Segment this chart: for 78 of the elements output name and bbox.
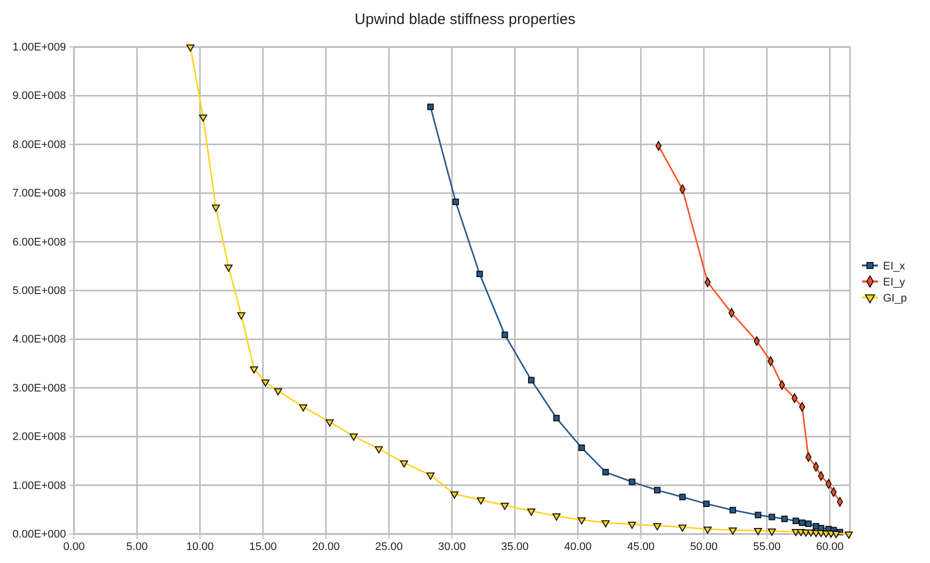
point [452, 198, 459, 206]
y-tick-label: 1.00E+009 [12, 42, 66, 54]
point [602, 520, 610, 528]
point [578, 517, 586, 524]
point [528, 376, 535, 384]
y-tick-label: 8.00E+008 [12, 138, 66, 151]
x-tick-label: 15.00 [249, 540, 277, 553]
y-tick-label: 9.00E+008 [12, 90, 66, 102]
x-tick-label: 0.00 [63, 540, 85, 553]
y-tick-label: 2.00E+008 [12, 431, 66, 444]
y-tick-label: 3.00E+008 [12, 382, 66, 394]
point [578, 444, 585, 452]
x-tick-label: 40.00 [564, 540, 592, 553]
point [832, 530, 840, 538]
point [552, 513, 561, 521]
point [274, 388, 282, 396]
point [602, 468, 609, 476]
point [299, 404, 308, 412]
point [792, 518, 800, 524]
legend-label: EI_x [883, 260, 906, 272]
x-tick-label: 60.00 [816, 540, 844, 553]
point [812, 522, 820, 530]
point [798, 520, 806, 526]
point [654, 486, 660, 494]
point [728, 528, 737, 535]
point [754, 512, 762, 518]
x-tick-label: 55.00 [753, 540, 781, 553]
y-tick-label: 1.00E+008 [12, 480, 66, 492]
point [500, 502, 509, 510]
point [768, 528, 776, 536]
point [450, 492, 459, 499]
point [326, 419, 334, 427]
chart-title: Upwind blade stiffness properties [354, 11, 576, 28]
point [350, 434, 358, 441]
point [224, 264, 233, 272]
x-tick-label: 20.00 [312, 540, 340, 553]
point [261, 380, 270, 387]
point [426, 472, 435, 480]
point [703, 500, 710, 508]
legend-label: EI_y [883, 276, 906, 288]
point [400, 460, 408, 468]
point [553, 414, 560, 422]
point [502, 332, 508, 338]
point [768, 514, 776, 520]
y-tick-label: 6.00E+008 [12, 236, 66, 248]
point [212, 204, 220, 212]
x-tick-label: 30.00 [438, 540, 466, 553]
x-tick-label: 10.00 [186, 540, 214, 553]
x-tick-label: 35.00 [501, 540, 529, 553]
y-tick-label: 7.00E+008 [12, 188, 66, 200]
point [476, 270, 483, 278]
point [678, 524, 687, 532]
point [186, 44, 194, 52]
point [199, 114, 208, 122]
y-tick-label: 4.00E+008 [12, 334, 66, 346]
y-tick-label: 5.00E+008 [12, 285, 66, 298]
point [653, 523, 662, 530]
x-tick-label: 5.00 [126, 540, 148, 553]
point [628, 522, 636, 529]
point [527, 508, 536, 516]
point [754, 528, 762, 536]
point [476, 497, 485, 505]
point [628, 478, 636, 486]
point [679, 494, 686, 500]
point [427, 104, 434, 110]
point [730, 506, 736, 514]
legend-label: GI_p [883, 292, 907, 304]
point [805, 520, 812, 528]
point [844, 531, 853, 539]
point [781, 516, 788, 522]
x-tick-label: 25.00 [375, 540, 403, 553]
x-tick-label: 45.00 [627, 540, 655, 553]
point [237, 312, 246, 320]
point [704, 526, 712, 534]
point [374, 446, 383, 454]
x-tick-label: 50.00 [690, 540, 718, 553]
point [250, 366, 258, 374]
y-tick-label: 0.00E+000 [12, 528, 66, 541]
